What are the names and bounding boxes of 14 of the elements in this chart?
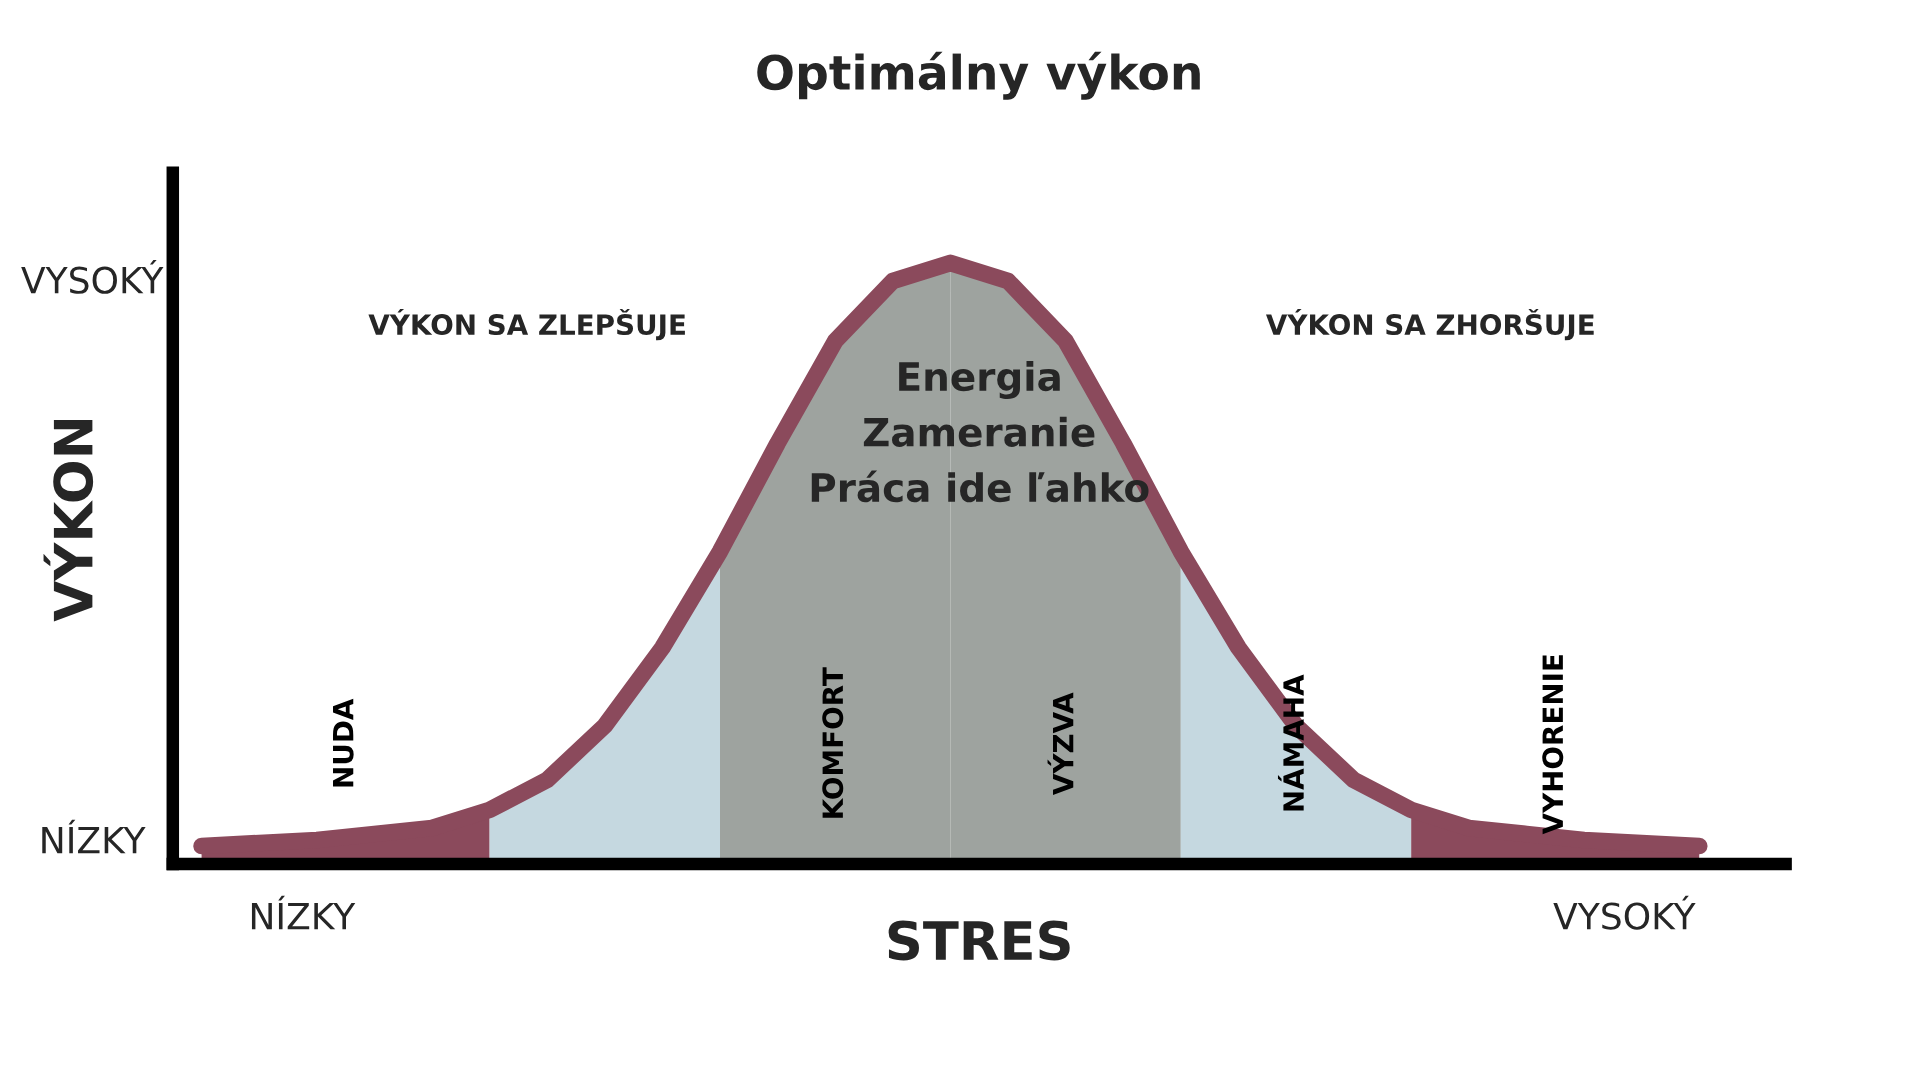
text: NUDA: [333, 698, 354, 787]
text: VYHORENIE: [1542, 655, 1564, 835]
chart-title: Optimálny výkon: [757, 51, 1200, 100]
series-label: KOMFORT: [822, 667, 844, 818]
annotation: VÝKON SA ZLEPŠUJE: [368, 309, 685, 341]
series-label: NÁMAHA: [1277, 674, 1304, 811]
text: NÍZKY: [42, 819, 146, 854]
text: NÍZKY: [251, 895, 356, 930]
y-axis-title: VÝKON: [43, 419, 94, 622]
x-axis-title: STRES: [888, 920, 1070, 961]
series-label: VÝZVA: [1047, 692, 1074, 796]
text: VYSOKÝ: [21, 259, 164, 294]
text: VYSOKÝ: [1553, 895, 1696, 930]
annotation: VÝKON SA ZHORŠUJE: [1265, 309, 1594, 341]
